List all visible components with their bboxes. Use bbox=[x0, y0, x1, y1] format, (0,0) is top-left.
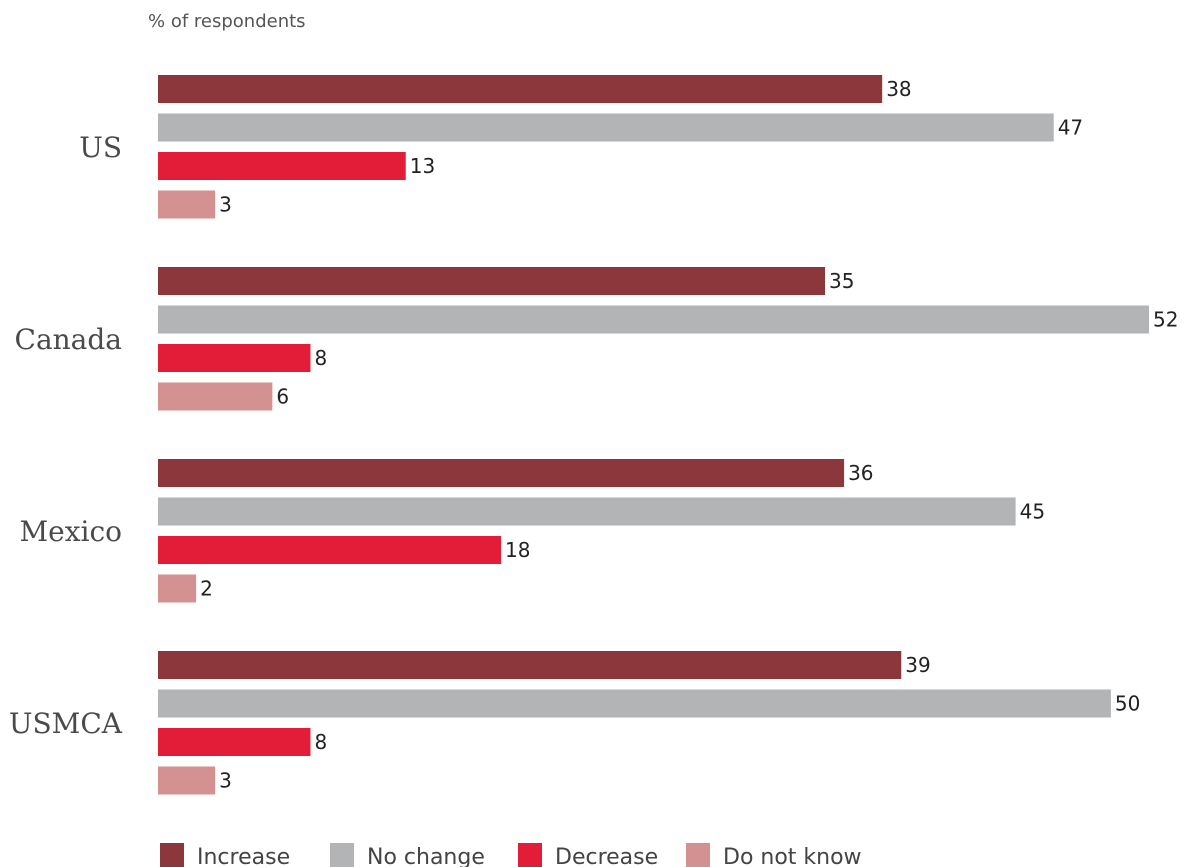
bar-canada-do-not-know bbox=[158, 382, 273, 411]
value-label-mexico-increase: 36 bbox=[848, 461, 873, 485]
bar-canada-increase bbox=[158, 267, 826, 295]
value-label-mexico-no-change: 45 bbox=[1020, 500, 1045, 524]
value-label-canada-decrease: 8 bbox=[314, 346, 327, 370]
value-label-canada-increase: 35 bbox=[829, 269, 854, 293]
legend-label-no-change: No change bbox=[367, 845, 485, 867]
value-label-us-decrease: 13 bbox=[410, 154, 435, 178]
value-label-usmca-no-change: 50 bbox=[1115, 692, 1140, 716]
value-label-us-do-not-know: 3 bbox=[219, 193, 232, 217]
bar-usmca-decrease bbox=[158, 728, 311, 756]
legend-label-do-not-know: Do not know bbox=[723, 845, 862, 867]
value-label-usmca-decrease: 8 bbox=[314, 730, 327, 754]
category-label-mexico: Mexico bbox=[19, 515, 122, 548]
category-label-us: US bbox=[79, 131, 122, 164]
value-label-canada-do-not-know: 6 bbox=[276, 385, 289, 409]
legend-label-increase: Increase bbox=[197, 845, 290, 867]
bar-mexico-increase bbox=[158, 459, 845, 487]
category-label-usmca: USMCA bbox=[9, 707, 123, 740]
legend: Increase No change Decrease Do not know bbox=[160, 843, 862, 867]
legend-swatch-no-change bbox=[330, 843, 354, 867]
plot-area: US3847133Canada355286Mexico3645182USMCA3… bbox=[9, 75, 1178, 795]
bar-mexico-decrease bbox=[158, 536, 502, 564]
value-label-usmca-do-not-know: 3 bbox=[219, 769, 232, 793]
bar-us-decrease bbox=[158, 152, 406, 180]
bar-usmca-no-change bbox=[158, 689, 1111, 718]
value-label-canada-no-change: 52 bbox=[1153, 308, 1178, 332]
value-label-mexico-do-not-know: 2 bbox=[200, 577, 213, 601]
legend-swatch-do-not-know bbox=[686, 843, 710, 867]
value-label-us-increase: 38 bbox=[886, 77, 911, 101]
bar-us-increase bbox=[158, 75, 883, 103]
legend-label-decrease: Decrease bbox=[555, 845, 658, 867]
bar-us-no-change bbox=[158, 113, 1054, 142]
bar-canada-no-change bbox=[158, 305, 1149, 334]
value-label-us-no-change: 47 bbox=[1058, 116, 1083, 140]
chart-subtitle: % of respondents bbox=[148, 11, 306, 32]
bar-us-do-not-know bbox=[158, 190, 216, 219]
bar-mexico-do-not-know bbox=[158, 574, 197, 603]
legend-swatch-increase bbox=[160, 843, 184, 867]
category-label-canada: Canada bbox=[15, 323, 122, 356]
bar-mexico-no-change bbox=[158, 497, 1016, 526]
bar-canada-decrease bbox=[158, 344, 311, 372]
bar-usmca-do-not-know bbox=[158, 766, 216, 795]
value-label-mexico-decrease: 18 bbox=[505, 538, 530, 562]
bar-usmca-increase bbox=[158, 651, 902, 679]
value-label-usmca-increase: 39 bbox=[905, 653, 930, 677]
legend-swatch-decrease bbox=[518, 843, 542, 867]
